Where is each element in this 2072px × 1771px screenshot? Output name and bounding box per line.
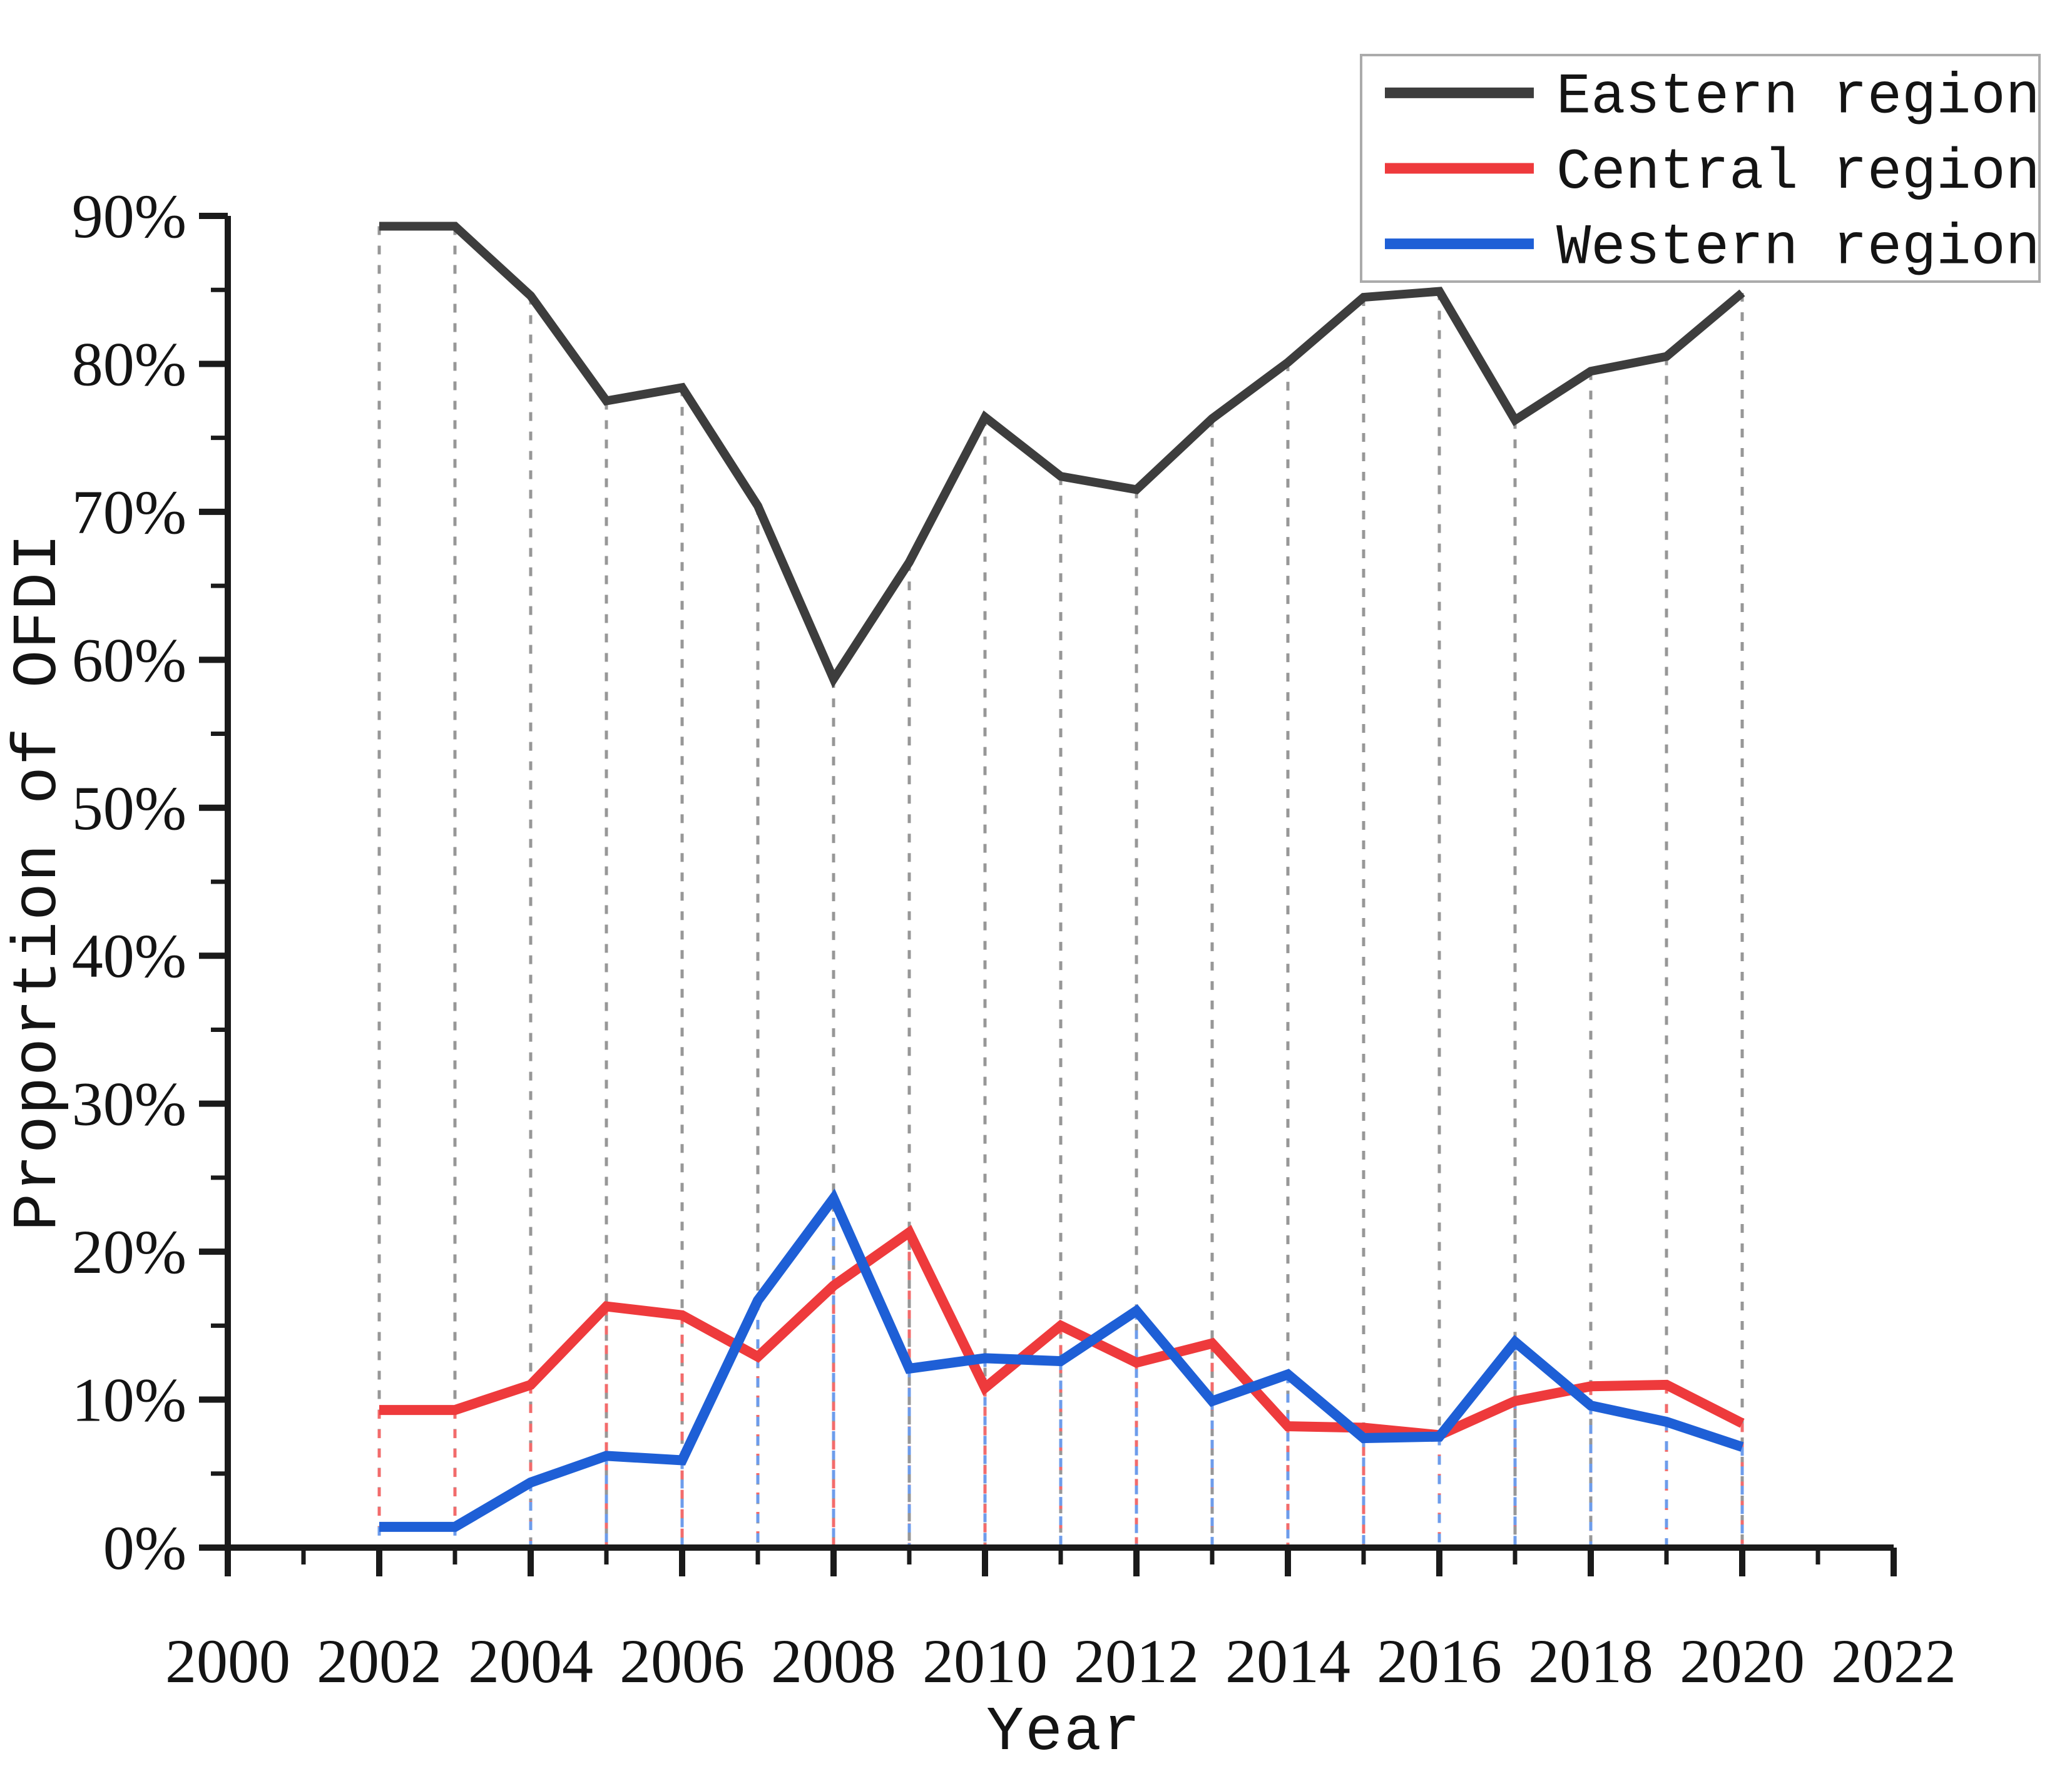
- series-line-western: [379, 1188, 1744, 1532]
- series-layer: [379, 222, 1745, 1532]
- y-tick-label: 70%: [72, 477, 186, 547]
- y-tick-label: 80%: [72, 329, 186, 399]
- y-tick-label: 0%: [103, 1513, 186, 1583]
- x-tick-label: 2002: [317, 1626, 442, 1696]
- legend-item: Eastern region: [1385, 64, 2040, 130]
- legend-item-label: Western region: [1556, 215, 2040, 281]
- x-tick-label: 2020: [1680, 1626, 1805, 1696]
- x-tick-label: 2006: [620, 1626, 745, 1696]
- y-tick-label: 90%: [72, 181, 186, 251]
- tick-labels-layer: 2000 2002 2004 2006 2008 2010 2012 2014 2016 2018…: [72, 181, 1956, 1696]
- x-tick-label: 2018: [1528, 1626, 1653, 1696]
- x-tick-label: 2022: [1831, 1626, 1956, 1696]
- y-tick-label: 40%: [72, 921, 186, 991]
- x-tick-label: 2010: [922, 1626, 1048, 1696]
- legend: Eastern region Central region Western regi…: [1360, 54, 2041, 283]
- series-line-central: [379, 1225, 1745, 1441]
- x-tick-label: 2014: [1225, 1626, 1350, 1696]
- y-tick-label: 10%: [72, 1365, 186, 1435]
- y-tick-label: 30%: [72, 1069, 186, 1139]
- y-tick-label: 50%: [72, 773, 186, 843]
- legend-item: Western region: [1385, 215, 2040, 281]
- y-tick-label: 20%: [72, 1217, 186, 1287]
- y-tick-label: 60%: [72, 625, 186, 695]
- x-tick-label: 2016: [1377, 1626, 1502, 1696]
- legend-item: Central region: [1385, 140, 2040, 205]
- x-axis-title: Year: [986, 1698, 1141, 1768]
- y-axis-title: Proportion of OFDI: [4, 533, 74, 1231]
- x-tick-label: 2012: [1074, 1626, 1199, 1696]
- x-tick-label: 2008: [771, 1626, 896, 1696]
- axes-layer: [199, 213, 1897, 1576]
- drop-lines-layer: [377, 226, 1744, 1548]
- x-tick-label: 2004: [468, 1626, 593, 1696]
- legend-item-label: Eastern region: [1556, 64, 2040, 130]
- legend-item-label: Central region: [1556, 140, 2040, 205]
- x-tick-label: 2000: [165, 1626, 290, 1696]
- series-line-eastern: [379, 222, 1745, 688]
